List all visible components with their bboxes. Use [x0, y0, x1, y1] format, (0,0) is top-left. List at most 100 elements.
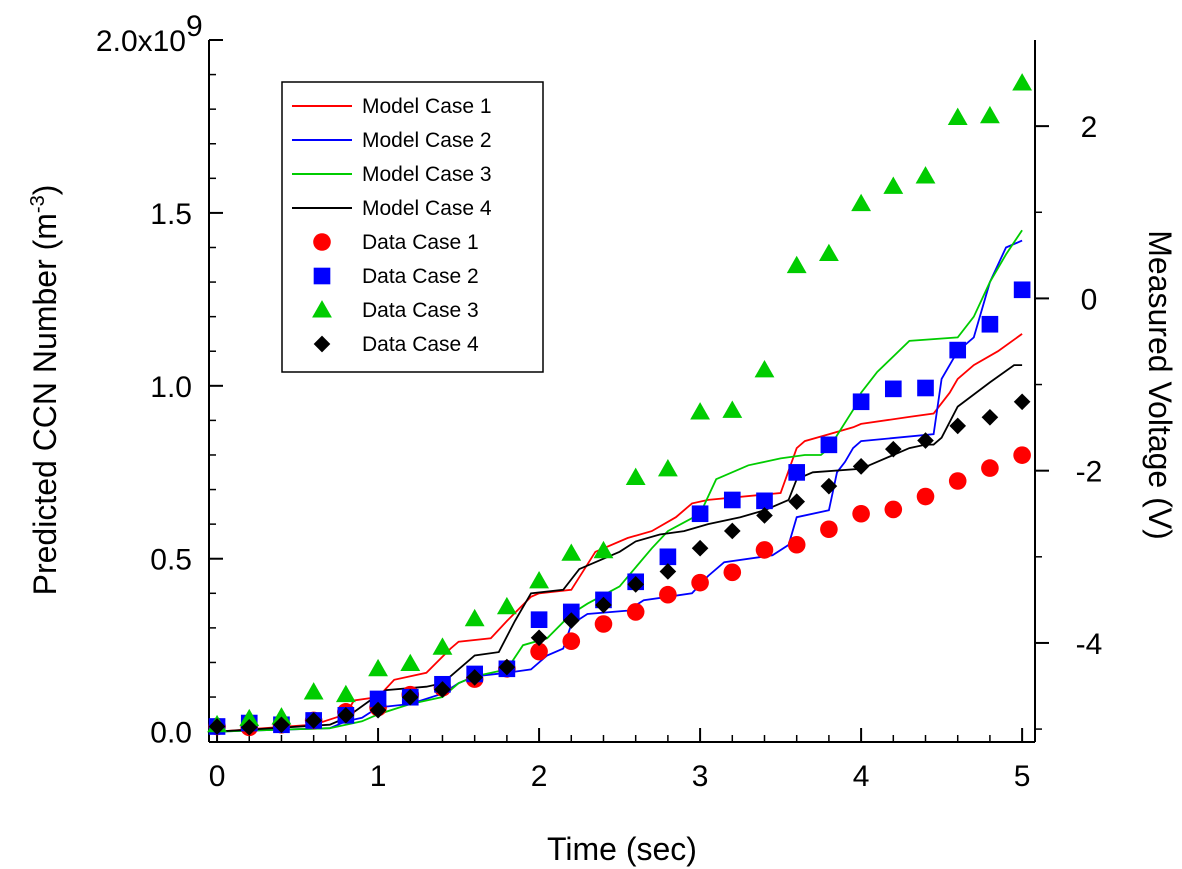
legend-swatch-data-3 [312, 300, 332, 318]
y2-tick-label-3: 2 [1081, 111, 1098, 144]
data-point-case-4 [949, 417, 967, 435]
legend-label-model-2: Model Case 2 [362, 129, 492, 152]
data-point-case-1 [852, 504, 870, 523]
data-point-case-3 [464, 608, 485, 627]
x-tick-label-3: 3 [692, 760, 709, 793]
data-point-case-3 [593, 540, 614, 559]
data-point-case-3 [400, 653, 421, 672]
legend: Model Case 1 Model Case 2 Model Case 3 Mode… [281, 81, 544, 373]
legend-items: Model Case 1 Model Case 2 Model Case 3 Mode… [292, 95, 492, 356]
data-point-case-1 [562, 632, 581, 651]
data-point-case-4 [884, 440, 902, 458]
data-point-case-3 [496, 596, 517, 615]
data-point-case-3 [368, 658, 388, 677]
legend-label-model-1: Model Case 1 [362, 95, 492, 118]
data-point-case-2 [562, 603, 580, 621]
data-point-case-4 [305, 712, 322, 729]
y-axis-title-main: Predicted CCN Number (m [27, 213, 63, 595]
legend-label-data-4: Data Case 4 [362, 333, 479, 356]
data-point-case-3 [818, 243, 839, 262]
data-point-case-1 [530, 642, 548, 661]
data-point-case-3 [754, 359, 775, 378]
data-point-case-3 [1012, 73, 1033, 91]
y-tick-label-4: 2.0x10 [96, 25, 186, 58]
data-point-case-1 [755, 541, 774, 559]
data-point-case-2 [756, 492, 773, 510]
y-tick-label-3: 1.5 [150, 198, 192, 231]
data-point-case-4 [401, 688, 419, 706]
data-point-case-4 [627, 576, 645, 593]
data-point-case-4 [659, 563, 677, 580]
data-point-case-3 [529, 571, 549, 589]
y2-tick-label-0: -4 [1076, 628, 1103, 661]
x-axis-title: Time (sec) [547, 831, 697, 867]
data-point-case-1 [723, 563, 742, 582]
legend-label-data-1: Data Case 1 [362, 231, 479, 254]
data-point-case-2 [949, 341, 967, 359]
data-point-case-4 [723, 522, 741, 540]
plot-frame [208, 40, 1036, 743]
data-point-case-1 [787, 535, 806, 554]
data-point-case-4 [240, 719, 258, 736]
x-axis-ticks: 0 1 2 3 4 5 [209, 728, 1031, 793]
x-tick-label-4: 4 [853, 760, 870, 793]
y-tick-label-0: 0.0 [150, 717, 192, 750]
x-tick-label-5: 5 [1014, 760, 1031, 793]
data-point-case-4 [208, 718, 226, 735]
data-point-case-2 [852, 393, 870, 411]
data-point-case-3 [786, 255, 807, 274]
data-point-case-3 [335, 684, 356, 703]
data-point-case-1 [820, 520, 838, 539]
model-line-case-4 [217, 364, 1023, 733]
data-point-case-4 [820, 477, 838, 495]
data-point-case-1 [916, 487, 935, 506]
y2-axis-ticks: -4 -2 0 2 [1035, 111, 1103, 730]
data-point-case-4 [756, 507, 773, 524]
legend-swatch-data-1 [313, 233, 331, 251]
data-point-case-3 [915, 166, 936, 184]
data-point-case-2 [917, 379, 934, 397]
legend-label-model-3: Model Case 3 [362, 163, 492, 186]
data-point-case-1 [981, 459, 999, 477]
data-point-case-1 [594, 615, 613, 633]
data-point-case-4 [530, 629, 548, 647]
y-axis-ticks: 0.0 0.5 1.0 1.5 2.0x10 9 [96, 10, 223, 750]
data-point-case-4 [1013, 393, 1031, 411]
data-point-case-1 [691, 573, 709, 592]
data-point-case-1 [948, 472, 967, 490]
data-point-case-2 [659, 548, 677, 566]
data-point-case-3 [625, 467, 646, 486]
data-point-case-4 [562, 612, 580, 629]
y-tick-exponent: 9 [186, 10, 203, 43]
legend-box [281, 81, 544, 373]
data-point-case-1 [626, 603, 645, 621]
data-point-case-3 [303, 682, 324, 700]
y-axis-title: Predicted CCN Number (m-3) [27, 185, 63, 596]
x-tick-label-0: 0 [209, 760, 226, 793]
data-point-case-3 [722, 400, 743, 418]
data-point-case-4 [466, 669, 483, 686]
y-axis-title-suffix: ) [27, 185, 63, 196]
data-point-case-1 [1013, 446, 1031, 464]
data-point-case-3 [271, 707, 292, 725]
data-point-case-2 [820, 436, 838, 454]
data-point-case-3 [239, 708, 260, 727]
legend-swatch-data-4 [313, 335, 331, 353]
y2-tick-label-1: -2 [1076, 456, 1103, 489]
model-line-case-1 [217, 333, 1023, 733]
data-point-case-4 [788, 493, 806, 511]
data-point-case-4 [852, 458, 870, 475]
data-point-case-3 [561, 543, 582, 561]
legend-swatch-data-2 [313, 267, 331, 285]
model-line-case-2 [217, 239, 1023, 733]
data-point-case-4 [595, 596, 612, 614]
data-point-case-3 [883, 176, 904, 194]
data-point-case-4 [273, 716, 290, 734]
data-point-case-3 [851, 193, 872, 212]
y-tick-label-1: 0.5 [150, 544, 192, 577]
y-axis-title-exponent: -3 [27, 195, 49, 213]
legend-label-model-4: Model Case 4 [362, 197, 492, 220]
data-point-case-1 [884, 500, 903, 519]
y-tick-label-2: 1.0 [150, 371, 192, 404]
legend-label-data-2: Data Case 2 [362, 265, 479, 288]
